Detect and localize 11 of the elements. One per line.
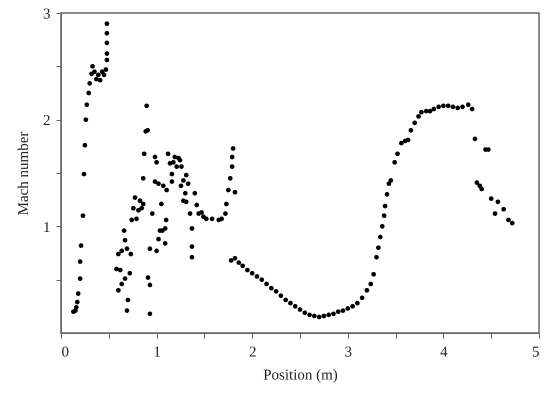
- x-tick-label: 0: [62, 344, 69, 360]
- x-tick-label: 5: [532, 344, 540, 360]
- x-axis-title: Position (m): [263, 368, 338, 384]
- x-tick-label: 1: [153, 344, 161, 360]
- y-tick-label: 3: [43, 6, 50, 22]
- x-tick-label: 2: [248, 344, 256, 360]
- x-tick-label: 4: [440, 344, 448, 360]
- y-axis-title: Mach number: [16, 132, 32, 216]
- x-tick-label: 3: [344, 344, 352, 360]
- y-tick-label: 1: [43, 220, 50, 236]
- y-tick-label: 2: [43, 113, 50, 130]
